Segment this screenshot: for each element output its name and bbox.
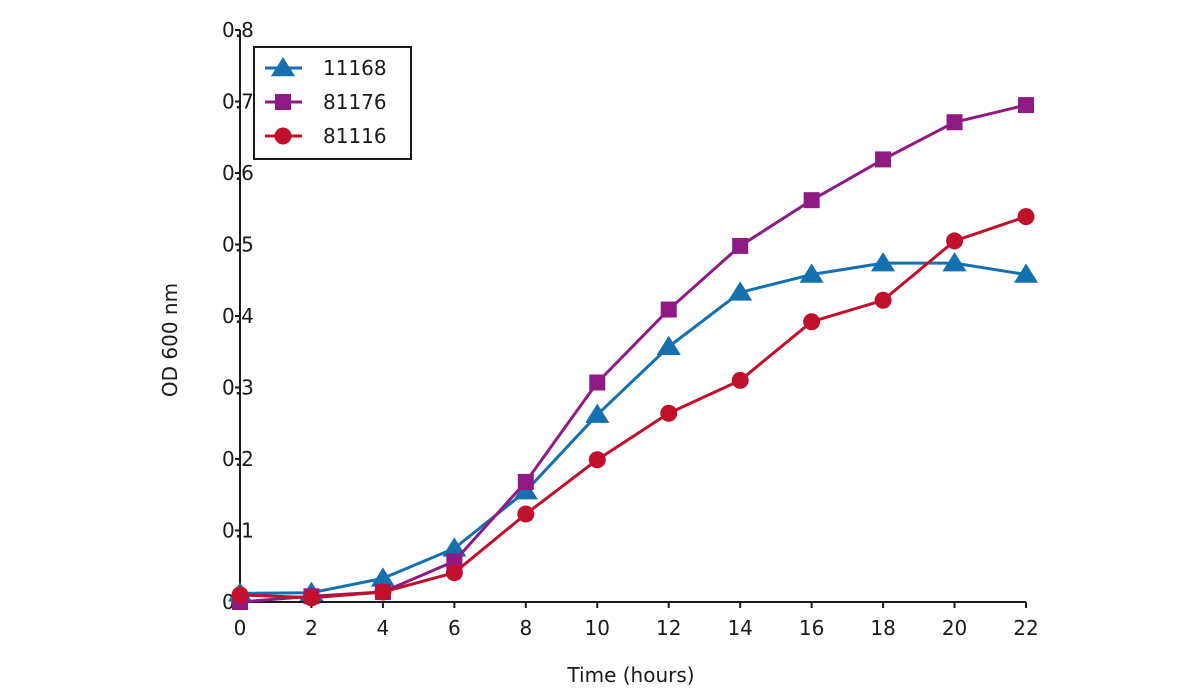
y-tick-label: 0.1 [222,519,254,543]
data-point [1018,97,1034,114]
data-point [589,374,606,391]
x-tick-label: 18 [870,616,895,640]
data-point [445,564,463,582]
legend-marker [275,94,291,110]
y-tick-label: 0.2 [222,447,254,471]
series-layer [227,97,1039,610]
x-tick-label: 0 [234,616,247,640]
data-point [1017,208,1035,226]
legend-item: 11168 [265,56,387,80]
x-tick-label: 12 [656,616,681,640]
data-point [732,237,749,254]
data-point [231,586,249,604]
data-point [799,263,824,283]
data-point [1013,263,1039,283]
x-tick-label: 4 [377,616,390,640]
data-point [370,567,396,587]
x-tick-label: 14 [727,616,752,640]
data-point [374,583,392,601]
x-tick-label: 10 [585,616,610,640]
y-axis-ticks: 00.10.20.30.40.50.60.70.8 [222,18,254,614]
data-point [874,291,892,309]
x-axis-ticks: 0 2 4 6 8 10 12 14 16 18 20 22 [234,602,1039,640]
data-point [803,313,821,331]
data-point [728,281,753,301]
data-point [585,403,610,423]
data-point [660,301,677,318]
data-point [731,371,749,389]
series-81176 [232,97,1034,610]
x-tick-label: 22 [1013,616,1038,640]
legend-marker [274,127,292,145]
legend-marker [270,57,296,77]
legend-item: 81116 [265,124,387,148]
y-axis-title: OD 600 nm [158,283,182,397]
data-point [442,537,467,557]
y-tick-label: 0.8 [222,18,254,42]
data-point [875,151,892,168]
data-point [946,114,963,131]
series-81116 [231,208,1035,607]
legend: 11168 81176 81116 [253,46,412,160]
series-line [239,261,1027,595]
legend-item: 81176 [265,90,387,114]
y-tick-label: 0.7 [222,90,254,114]
y-tick-label: 0.5 [222,233,254,257]
data-point [656,335,681,355]
data-point [517,505,535,523]
data-point [946,232,964,250]
x-tick-label: 8 [519,616,532,640]
x-tick-label: 16 [799,616,824,640]
data-point [942,252,967,272]
data-point [660,404,678,422]
legend-label: 81116 [323,124,387,148]
data-point [517,473,534,490]
data-point [803,192,820,209]
x-axis-title: Time (hours) [566,663,694,687]
data-point [588,451,606,469]
series-line [239,103,1027,604]
y-tick-label: 0.3 [222,376,254,400]
legend-label: 11168 [323,56,387,80]
data-point [302,589,320,607]
x-tick-label: 20 [942,616,967,640]
series-line [239,215,1027,600]
y-tick-label: 0.4 [222,304,254,328]
y-tick-label: 0.6 [222,161,254,185]
x-tick-label: 2 [305,616,318,640]
data-point [870,252,896,272]
legend-label: 81176 [323,90,387,114]
series-11168 [227,252,1039,602]
x-tick-label: 6 [448,616,461,640]
